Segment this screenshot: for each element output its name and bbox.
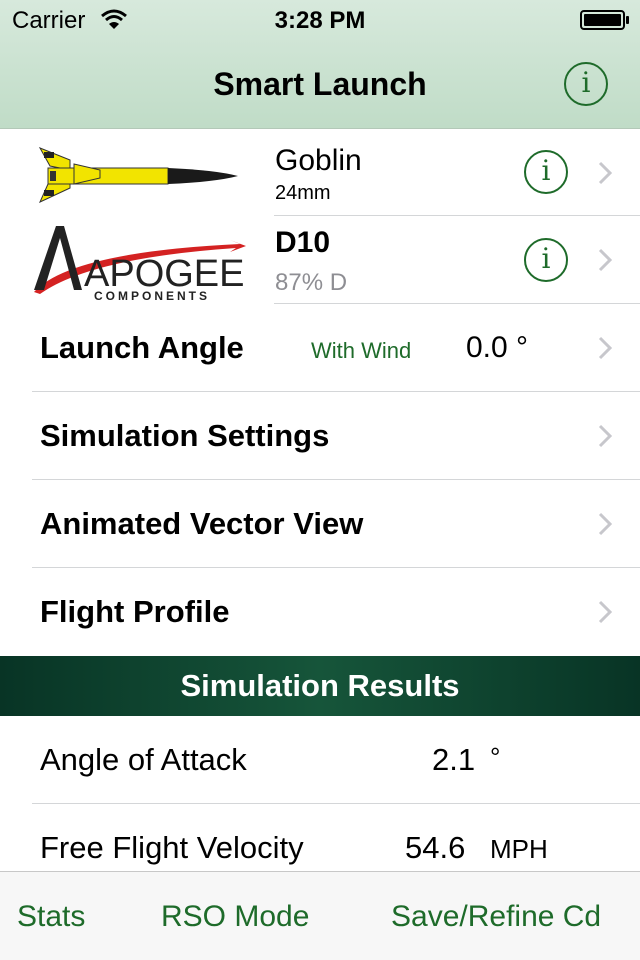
wifi-icon <box>101 9 127 29</box>
rocket-row[interactable] <box>0 129 640 216</box>
chevron-right-icon <box>598 248 612 272</box>
rso-mode-button[interactable]: RSO Mode <box>161 900 310 933</box>
motor-name: D10 <box>275 226 331 259</box>
svg-text:APOGEE: APOGEE <box>84 253 245 295</box>
launch-angle-value: 0.0 ° <box>466 331 529 364</box>
stats-button[interactable]: Stats <box>17 900 86 933</box>
free-flight-velocity-unit: MPH <box>490 834 548 864</box>
rocket-image <box>38 147 238 204</box>
animated-vector-view-row[interactable] <box>0 480 640 568</box>
launch-angle-row[interactable] <box>0 304 640 392</box>
simulation-settings-label: Simulation Settings <box>40 418 330 453</box>
chevron-right-icon <box>598 161 612 185</box>
bottom-toolbar: Stats RSO Mode Save/Refine Cd <box>0 871 640 960</box>
info-icon[interactable]: i <box>564 62 608 106</box>
status-bar: Carrier 3:28 PM <box>0 0 640 40</box>
save-refine-cd-button[interactable]: Save/Refine Cd <box>391 900 602 933</box>
chevron-right-icon <box>598 512 612 536</box>
wind-mode-label: With Wind <box>311 338 412 363</box>
free-flight-velocity-label: Free Flight Velocity <box>40 830 304 865</box>
launch-angle-label: Launch Angle <box>40 330 244 365</box>
chevron-right-icon <box>598 424 612 448</box>
apogee-logo: APOGEE COMPONENTS <box>34 226 246 302</box>
chevron-right-icon <box>598 336 612 360</box>
angle-of-attack-label: Angle of Attack <box>40 742 247 777</box>
rocket-name: Goblin <box>275 144 362 177</box>
flight-profile-label: Flight Profile <box>40 594 230 629</box>
motor-info-icon[interactable]: i <box>524 238 568 282</box>
chevron-right-icon <box>598 600 612 624</box>
simulation-settings-row[interactable] <box>0 392 640 480</box>
carrier-label: Carrier <box>12 7 86 34</box>
motor-detail: 87% D <box>275 269 348 296</box>
navigation-header: Carrier 3:28 PM Smart Launch i <box>0 0 640 129</box>
free-flight-velocity-value: 54.6 <box>405 830 466 865</box>
angle-of-attack-value: 2.1 <box>432 742 476 777</box>
rocket-size: 24mm <box>275 182 331 204</box>
angle-of-attack-row <box>0 716 640 804</box>
simulation-results-header: Simulation Results <box>0 656 640 716</box>
clock: 3:28 PM <box>274 7 366 34</box>
angle-of-attack-unit: ° <box>490 742 501 772</box>
motor-row[interactable] <box>0 216 640 304</box>
battery-icon <box>580 10 629 30</box>
svg-text:COMPONENTS: COMPONENTS <box>94 289 210 302</box>
rocket-info-icon[interactable]: i <box>524 150 568 194</box>
page-title: Smart Launch <box>213 66 427 102</box>
animated-vector-view-label: Animated Vector View <box>40 506 364 541</box>
